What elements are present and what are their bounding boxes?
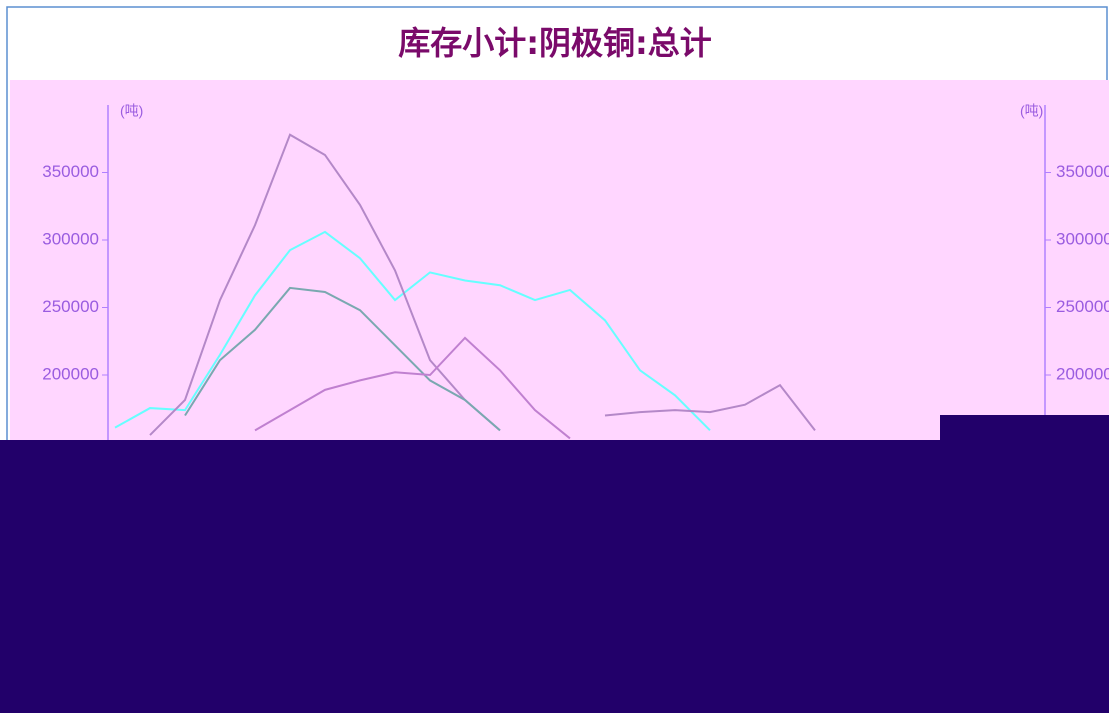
- y2-tick-label: 350000: [1056, 162, 1109, 181]
- series-line: [114, 230, 711, 432]
- series-line: [254, 336, 571, 440]
- y-unit: (吨): [120, 103, 143, 119]
- y-tick-label: 200000: [42, 364, 99, 383]
- series-line: [149, 133, 816, 436]
- overlay-block: [940, 415, 1109, 445]
- y-tick-label: 300000: [42, 229, 99, 248]
- y2-tick-label: 250000: [1056, 297, 1109, 316]
- series-line: [184, 286, 501, 432]
- lines: [114, 133, 816, 440]
- chart-title: 库存小计:阴极铜:总计: [398, 24, 712, 62]
- y2-tick-label: 300000: [1056, 229, 1109, 248]
- y2-unit: (吨): [1020, 103, 1043, 119]
- y-tick-label: 250000: [42, 297, 99, 316]
- y-tick-label: 350000: [42, 162, 99, 181]
- overlay-block: [0, 440, 1109, 713]
- plot-area: [10, 80, 1109, 440]
- y2-tick-label: 200000: [1056, 364, 1109, 383]
